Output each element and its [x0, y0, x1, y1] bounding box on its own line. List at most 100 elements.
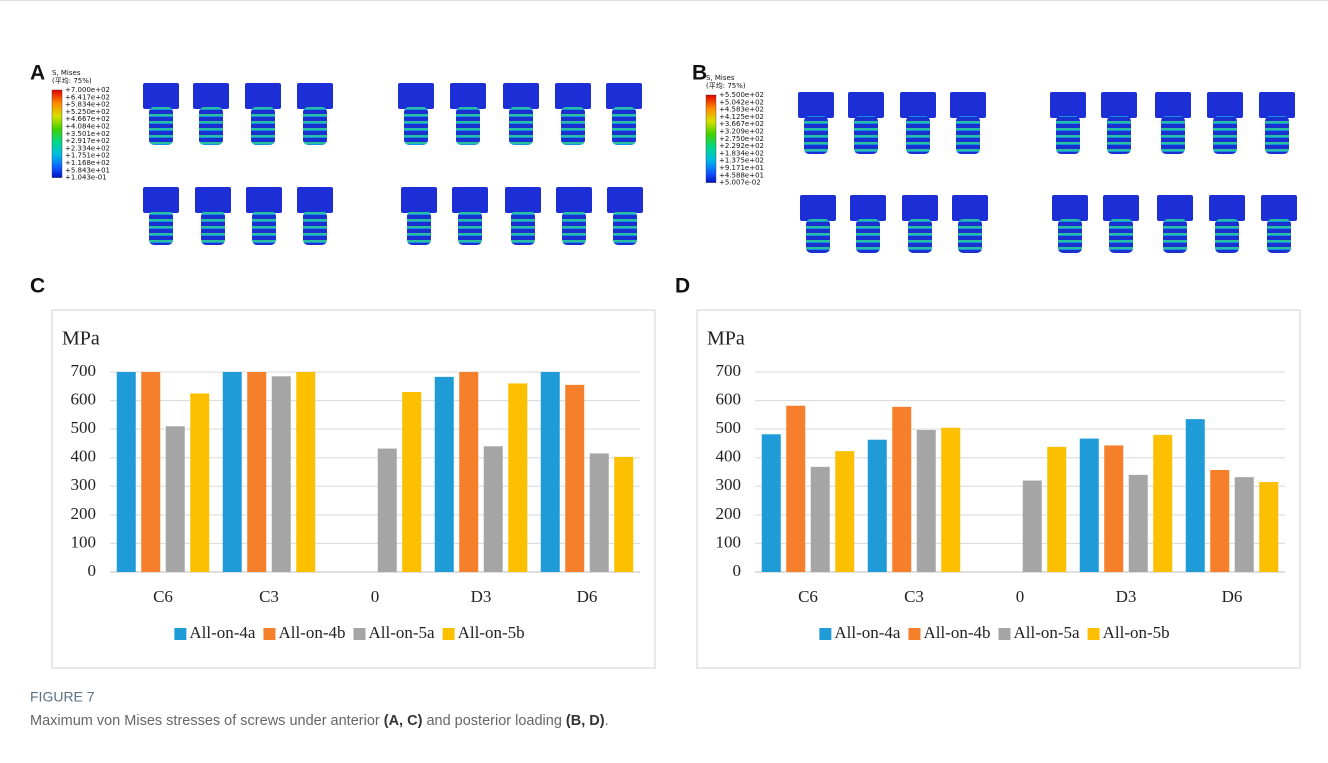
legend-label: All-on-5b [458, 623, 525, 642]
panel-letter: A [30, 62, 45, 85]
colorbar [706, 95, 716, 183]
bar [1210, 470, 1229, 572]
screw-thread [1213, 116, 1237, 154]
screw-head [401, 187, 437, 213]
screw-head [1052, 195, 1088, 221]
screw-thread [252, 211, 276, 245]
screw-head [950, 92, 986, 118]
screw-head [505, 187, 541, 213]
screw-head [902, 195, 938, 221]
panel-letter: D [675, 275, 690, 298]
legend-label: All-on-4b [278, 623, 345, 642]
legend-swatch [1088, 628, 1100, 640]
bar [1235, 477, 1254, 572]
screw-head [1103, 195, 1139, 221]
legend-swatch [263, 628, 275, 640]
legend-swatch [354, 628, 366, 640]
bar [1047, 447, 1066, 572]
screw-thread [1058, 219, 1082, 253]
screw-head [1207, 92, 1243, 118]
bar [614, 457, 633, 572]
bar [917, 430, 936, 572]
bar [378, 449, 397, 572]
legend-swatch [819, 628, 831, 640]
legend-label: All-on-5b [1103, 623, 1170, 642]
y-axis-label: MPa [707, 328, 745, 350]
legend-swatch [999, 628, 1011, 640]
bar [223, 372, 242, 572]
screw-head [450, 83, 486, 109]
bar [117, 372, 136, 572]
bar [435, 377, 454, 572]
bar [941, 428, 960, 572]
bar [1153, 435, 1172, 572]
y-tick-label: 200 [71, 504, 97, 523]
bar [166, 426, 185, 572]
screw-head [1209, 195, 1245, 221]
screw-thread [404, 107, 428, 145]
colorbar [52, 90, 62, 178]
y-tick-label: 400 [71, 447, 97, 466]
y-tick-label: 0 [88, 561, 97, 580]
bar [590, 453, 609, 572]
screw-thread [612, 107, 636, 145]
y-tick-label: 700 [71, 361, 97, 380]
screw-thread [613, 211, 637, 245]
y-tick-label: 500 [71, 418, 97, 437]
colorbar-title: S, Mises [52, 69, 81, 77]
y-tick-label: 200 [716, 504, 742, 523]
screw-thread [1109, 219, 1133, 253]
screw-head [143, 83, 179, 109]
screw-head [245, 83, 281, 109]
bar [1186, 419, 1205, 572]
screw-head [798, 92, 834, 118]
screw-thread [458, 211, 482, 245]
bar [1259, 482, 1278, 572]
bar [835, 451, 854, 572]
screw-head [800, 195, 836, 221]
caption-part: (A, C) [384, 713, 423, 729]
x-tick-label: 0 [1016, 587, 1025, 606]
x-tick-label: D3 [471, 587, 492, 606]
bar [508, 383, 527, 572]
legend-swatch [174, 628, 186, 640]
screw-thread [149, 107, 173, 145]
colorbar-subtitle: (平均: 75%) [52, 76, 92, 85]
screw-head [1101, 92, 1137, 118]
screw-head [398, 83, 434, 109]
screw-head [848, 92, 884, 118]
bar [1023, 481, 1042, 572]
screw-thread [251, 107, 275, 145]
x-tick-label: 0 [371, 587, 380, 606]
screw-head [143, 187, 179, 213]
screw-thread [303, 211, 327, 245]
bar [190, 393, 209, 572]
y-tick-label: 600 [71, 389, 97, 408]
screw-thread [1265, 116, 1289, 154]
caption-part: (B, D) [566, 713, 605, 729]
screw-head [246, 187, 282, 213]
screw-thread [1056, 116, 1080, 154]
screw-head [556, 187, 592, 213]
figure: AS, Mises(平均: 75%)+7.000e+02+6.417e+02+5… [0, 0, 1328, 763]
caption-text: Maximum von Mises stresses of screws und… [30, 713, 609, 729]
x-tick-label: C6 [153, 587, 173, 606]
y-axis-label: MPa [62, 328, 100, 350]
screw-thread [561, 107, 585, 145]
y-tick-label: 700 [716, 361, 742, 380]
screw-head [1050, 92, 1086, 118]
screw-head [606, 83, 642, 109]
screw-thread [1267, 219, 1291, 253]
bar [762, 434, 781, 572]
screw-head [555, 83, 591, 109]
legend-swatch [908, 628, 920, 640]
bar [1129, 475, 1148, 572]
screw-thread [1107, 116, 1131, 154]
legend-label: All-on-5a [369, 623, 436, 642]
legend-label: All-on-5a [1014, 623, 1081, 642]
screw-head [607, 187, 643, 213]
panel-letter: B [692, 62, 707, 85]
x-tick-label: C6 [798, 587, 818, 606]
screw-thread [1215, 219, 1239, 253]
bar [141, 372, 160, 572]
